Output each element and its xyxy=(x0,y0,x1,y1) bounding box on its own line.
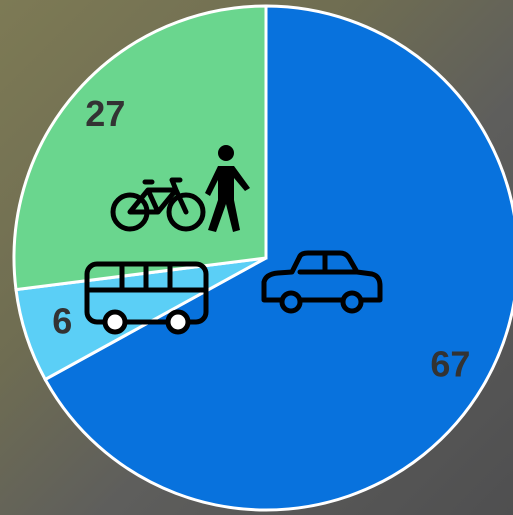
value-label: 27 xyxy=(85,93,125,134)
value-label: 67 xyxy=(430,344,470,385)
chart: 67 6 27 xyxy=(0,0,513,515)
page: {"chart_data": {"type": "pie", "values":… xyxy=(0,0,513,515)
pie xyxy=(14,6,513,510)
value-label: 6 xyxy=(52,301,72,342)
